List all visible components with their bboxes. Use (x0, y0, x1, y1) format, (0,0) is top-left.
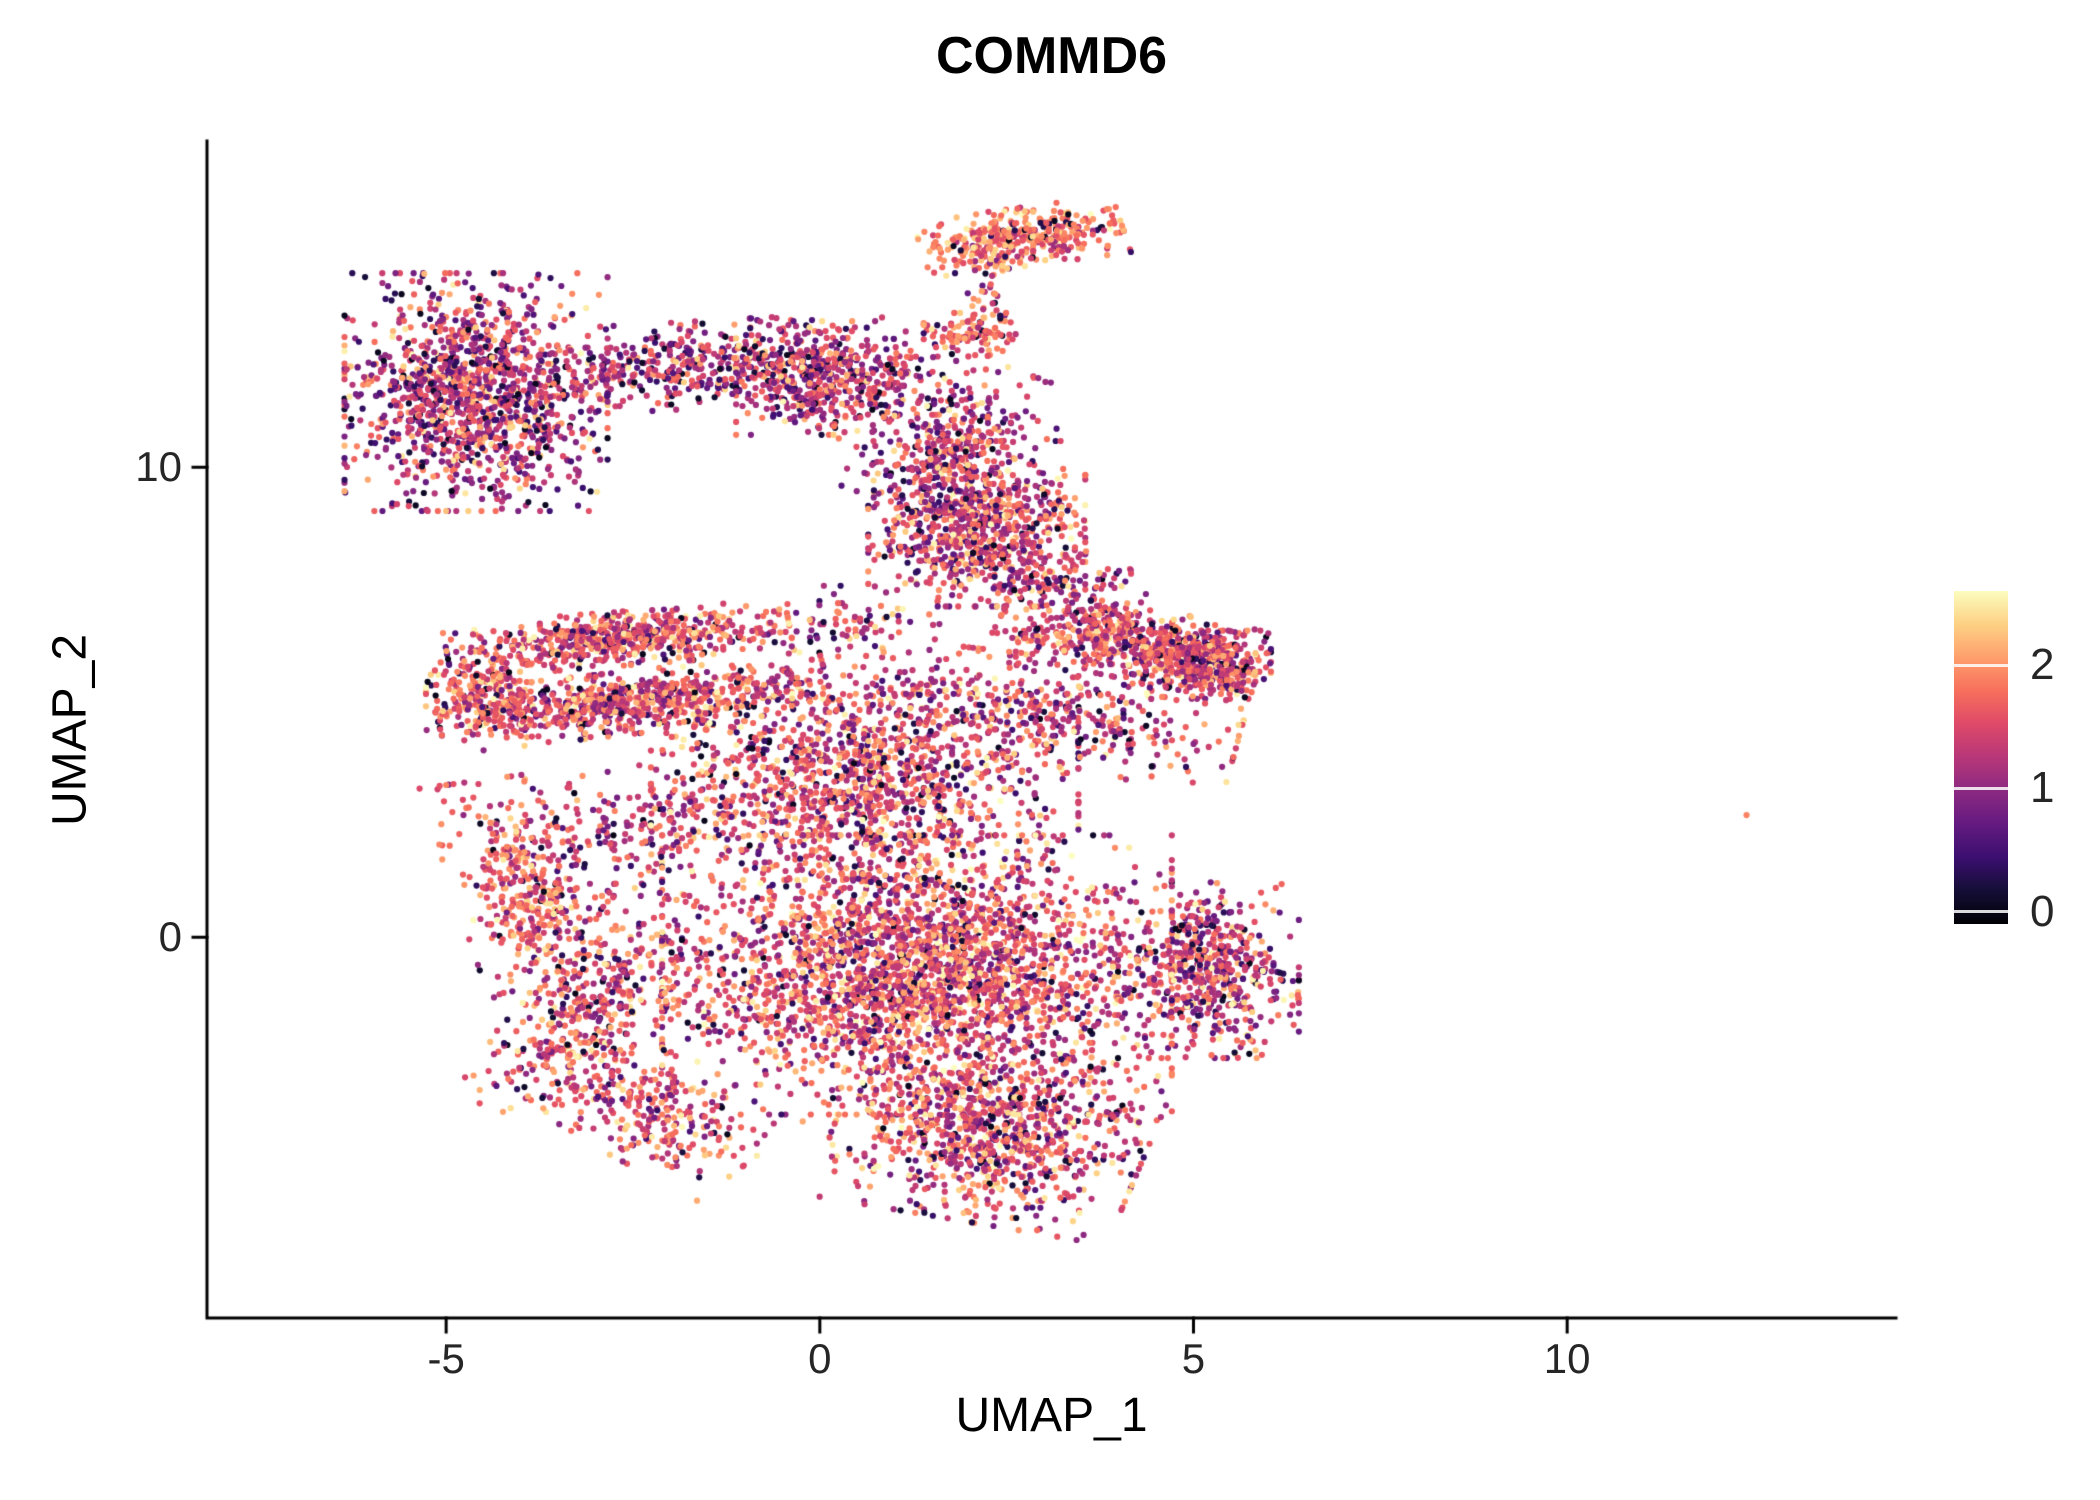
y-tick-label: 10 (135, 443, 182, 491)
colorbar-tick-label: 0 (2030, 886, 2055, 936)
x-tick-label: 0 (808, 1335, 832, 1382)
colorbar-tick-label: 1 (2030, 763, 2055, 813)
x-tick-label: -5 (427, 1335, 465, 1382)
plot-title: COMMD6 (935, 27, 1168, 85)
colorbar-tick (1954, 663, 2008, 667)
y-axis-label: UMAP_2 (43, 633, 97, 827)
colorbar-tick (1954, 786, 2008, 790)
colorbar-tick-label: 2 (2030, 640, 2055, 689)
x-tick-label: 10 (1543, 1335, 1591, 1382)
x-tick-label: 5 (1181, 1335, 1206, 1382)
x-axis-label: UMAP_1 (955, 1389, 1148, 1442)
y-tick-label: 0 (158, 913, 182, 961)
colorbar-tick (1954, 910, 2008, 914)
colorbar-gradient (1954, 591, 2008, 924)
